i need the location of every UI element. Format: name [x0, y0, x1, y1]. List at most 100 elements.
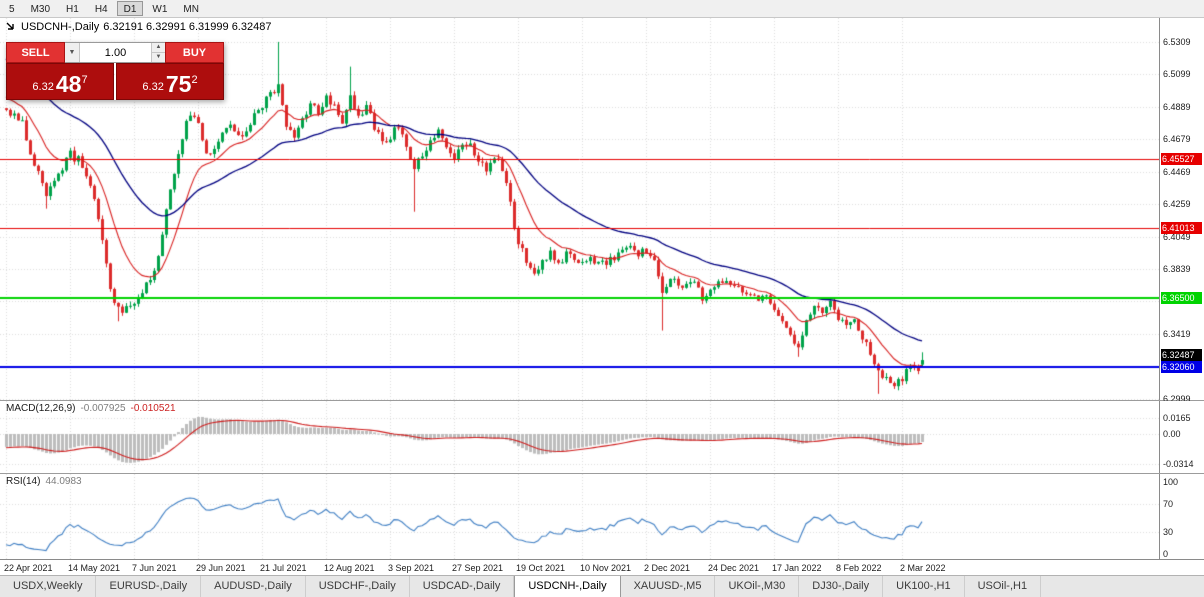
price-axis-tick: 6.4679 — [1163, 134, 1191, 145]
time-axis[interactable]: 22 Apr 2021 14 May 2021 7 Jun 2021 29 Jun 2… — [0, 559, 1204, 575]
rsi-axis-tick: 100 — [1163, 477, 1179, 487]
ask-pip-digit: 2 — [191, 74, 198, 86]
timeframe-toolbar: 5 M30 H1 H4 D1 W1 MN — [0, 0, 1204, 18]
chart-ohlc-values: 6.32191 6.32991 6.31999 6.32487 — [103, 21, 272, 33]
macd-axis-tick: 0.00 — [1163, 429, 1181, 439]
time-axis-label: 17 Jan 2022 — [772, 563, 822, 573]
time-axis-label: 10 Nov 2021 — [580, 563, 632, 573]
trade-controls-row: SELL ▼ ▲ ▼ BUY — [6, 42, 224, 63]
rsi-canvas[interactable] — [0, 474, 1159, 559]
price-axis-tick: 6.4889 — [1163, 101, 1191, 112]
time-axis-label: 8 Feb 2022 — [836, 563, 882, 573]
time-axis-label: 27 Sep 2021 — [452, 563, 504, 573]
price-axis-tick: 6.3839 — [1163, 263, 1191, 274]
chart-tab-usoil-h1[interactable]: USOil-,H1 — [965, 576, 1042, 597]
time-axis-label: 14 May 2021 — [68, 563, 121, 573]
timeframe-button-mn[interactable]: MN — [183, 4, 199, 15]
time-axis-label: 19 Oct 2021 — [516, 563, 566, 573]
rsi-axis-tick: 70 — [1163, 498, 1174, 509]
one-click-trading-panel: SELL ▼ ▲ ▼ BUY 6.32 — [6, 42, 224, 100]
timeframe-button-m30[interactable]: M30 — [30, 4, 51, 15]
chart-tab-ukoil-m30[interactable]: UKOil-,M30 — [715, 576, 800, 597]
bid-big-digits: 48 — [55, 71, 82, 97]
chart-tab-uk100-h1[interactable]: UK100-,H1 — [883, 576, 965, 597]
sell-button[interactable]: SELL — [6, 42, 65, 63]
timeframe-button-h1[interactable]: H1 — [66, 4, 79, 15]
price-axis-tick: 6.5099 — [1163, 69, 1191, 80]
volume-spinner: ▲ ▼ — [151, 43, 165, 62]
level-price-tag: 6.45527 — [1161, 152, 1202, 165]
rsi-value: 44.0983 — [45, 476, 82, 487]
macd-canvas[interactable] — [0, 401, 1159, 473]
chart-tab-usdx-weekly[interactable]: USDX,Weekly — [0, 576, 97, 597]
panel-separator[interactable] — [0, 400, 1204, 401]
volume-dropdown-button[interactable]: ▼ — [65, 43, 80, 62]
price-axis[interactable]: 6.5309 6.5099 6.4889 6.4679 6.4469 6.4259 6.40… — [1159, 18, 1203, 404]
buy-price-display[interactable]: 6.32 75 2 — [116, 63, 224, 100]
rsi-panel: RSI(14) 44.0983 100 70 30 0 — [0, 474, 1204, 559]
price-axis-tick: 6.5309 — [1163, 37, 1191, 48]
buy-button[interactable]: BUY — [165, 42, 224, 63]
price-axis-tick: 6.4469 — [1163, 166, 1191, 177]
ask-big-digits: 75 — [165, 71, 192, 97]
price-axis-tick: 6.4259 — [1163, 199, 1191, 210]
ask-prefix: 6.32 — [142, 81, 164, 93]
timeframe-button-5[interactable]: 5 — [9, 4, 15, 15]
bid-prefix: 6.32 — [32, 81, 54, 93]
time-axis-label: 24 Dec 2021 — [708, 563, 760, 573]
current-price-tag: 6.32487 — [1161, 349, 1202, 362]
macd-panel: MACD(12,26,9) -0.007925 -0.010521 0.0165 0.… — [0, 401, 1204, 473]
time-axis-label: 3 Sep 2021 — [388, 563, 435, 573]
level-price-tag: 6.36500 — [1161, 292, 1202, 305]
level-price-tag: 6.32060 — [1161, 360, 1202, 373]
volume-increase-button[interactable]: ▲ — [152, 43, 165, 53]
time-axis-label: 2 Mar 2022 — [900, 563, 946, 573]
macd-axis-tick: 0.0165 — [1163, 413, 1191, 424]
chart-title: USDCNH-,Daily 6.32191 6.32991 6.31999 6.… — [6, 21, 271, 33]
chart-tab-dj30-daily[interactable]: DJ30-,Daily — [799, 576, 884, 597]
macd-axis-tick: -0.0314 — [1163, 458, 1194, 469]
macd-name: MACD(12,26,9) — [6, 403, 76, 414]
chart-tab-bar: USDX,Weekly EURUSD-,Daily AUDUSD-,Daily USD… — [0, 575, 1204, 597]
macd-plot[interactable]: MACD(12,26,9) -0.007925 -0.010521 — [0, 401, 1159, 473]
chart-tab-usdchf-daily[interactable]: USDCHF-,Daily — [306, 576, 410, 597]
chart-window: USDCNH-,Daily 6.32191 6.32991 6.31999 6.… — [0, 18, 1204, 575]
chart-tab-audusd-daily[interactable]: AUDUSD-,Daily — [201, 576, 306, 597]
quote-row: 6.32 48 7 6.32 75 2 — [6, 63, 224, 100]
timeframe-button-w1[interactable]: W1 — [152, 4, 168, 15]
main-price-panel: USDCNH-,Daily 6.32191 6.32991 6.31999 6.… — [0, 18, 1204, 404]
price-axis-tick: 6.4049 — [1163, 231, 1191, 242]
rsi-axis[interactable]: 100 70 30 0 — [1159, 474, 1203, 559]
timeframe-button-d1[interactable]: D1 — [116, 1, 144, 16]
volume-input[interactable] — [80, 43, 151, 62]
time-axis-label: 12 Aug 2021 — [324, 563, 375, 573]
time-axis-label: 7 Jun 2021 — [132, 563, 177, 573]
macd-main-value: -0.007925 — [80, 403, 126, 414]
chart-symbol-label: USDCNH-,Daily — [21, 21, 100, 33]
macd-signal-value: -0.010521 — [130, 403, 176, 414]
chart-tab-usdcad-daily[interactable]: USDCAD-,Daily — [410, 576, 515, 597]
macd-axis[interactable]: 0.0165 0.00 -0.0314 — [1159, 401, 1203, 473]
rsi-axis-tick: 0 — [1163, 549, 1169, 559]
macd-label: MACD(12,26,9) -0.007925 -0.010521 — [6, 403, 176, 414]
chart-tab-usdcnh-daily[interactable]: USDCNH-,Daily — [514, 576, 621, 597]
price-axis-tick: 6.3419 — [1163, 328, 1191, 339]
time-axis-label: 2 Dec 2021 — [644, 563, 691, 573]
bid-pip-digit: 7 — [81, 74, 88, 86]
volume-decrease-button[interactable]: ▼ — [152, 53, 165, 62]
chart-tab-eurusd-daily[interactable]: EURUSD-,Daily — [96, 576, 202, 597]
time-axis-label: 21 Jul 2021 — [260, 563, 307, 573]
rsi-plot[interactable]: RSI(14) 44.0983 — [0, 474, 1159, 559]
chart-tab-xauusd-m5[interactable]: XAUUSD-,M5 — [621, 576, 716, 597]
price-plot[interactable]: USDCNH-,Daily 6.32191 6.32991 6.31999 6.… — [0, 18, 1159, 400]
chart-shift-marker-icon — [6, 22, 14, 30]
panel-separator[interactable] — [0, 473, 1204, 474]
price-axis-tick: 6.2999 — [1163, 393, 1191, 404]
rsi-label: RSI(14) 44.0983 — [6, 476, 82, 487]
rsi-axis-tick: 30 — [1163, 527, 1174, 538]
volume-control: ▼ ▲ ▼ — [65, 42, 165, 63]
timeframe-button-h4[interactable]: H4 — [94, 4, 108, 15]
sell-price-display[interactable]: 6.32 48 7 — [6, 63, 114, 100]
level-price-tag: 6.41013 — [1161, 222, 1202, 235]
